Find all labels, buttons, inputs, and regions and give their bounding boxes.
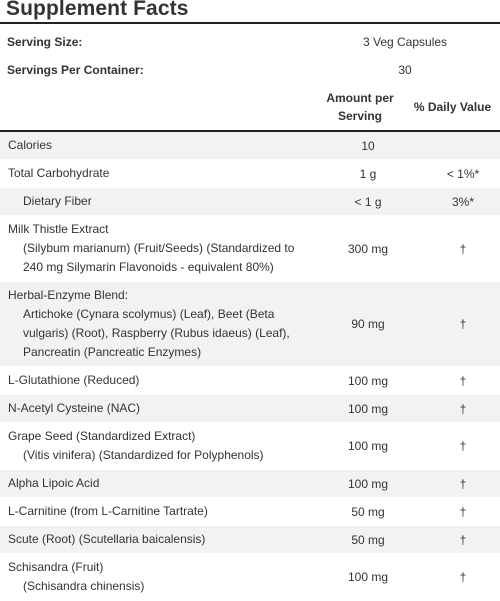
nutrient-daily-value: 3%* <box>418 187 500 216</box>
nutrient-name: Grape Seed (Standardized Extract) (Vitis … <box>0 422 318 470</box>
serving-size-value: 3 Veg Capsules <box>362 35 448 49</box>
daily-value-header: % Daily Value <box>413 100 492 114</box>
nutrient-name: Milk Thistle Extract (Silybum marianum) (… <box>0 215 318 282</box>
nutrient-amount: 100 mg <box>318 469 418 498</box>
nutrient-row: Milk Thistle Extract (Silybum marianum) (… <box>0 215 500 282</box>
nutrient-amount: 50 mg <box>318 525 418 554</box>
nutrient-daily-value: † <box>418 553 500 601</box>
nutrient-name-line: Alpha Lipoic Acid <box>8 476 100 490</box>
nutrient-detail-line: (Silybum marianum) (Fruit/Seeds) (Standa… <box>23 241 295 255</box>
nutrient-amount: 10 <box>318 132 418 160</box>
nutrient-daily-value: † <box>418 497 500 526</box>
nutrient-amount: 100 mg <box>318 366 418 395</box>
nutrient-name: Schisandra (Fruit) (Schisandra chinensis) <box>0 553 318 601</box>
nutrient-row: Dietary Fiber < 1 g 3%* <box>0 187 500 216</box>
column-headers: Amount per Serving % Daily Value <box>0 86 500 130</box>
nutrient-daily-value: † <box>418 525 500 554</box>
nutrient-name: Total Carbohydrate <box>0 159 318 188</box>
nutrient-daily-value: † <box>418 394 500 423</box>
nutrient-row: Grape Seed (Standardized Extract) (Vitis … <box>0 422 500 470</box>
nutrient-row: Schisandra (Fruit) (Schisandra chinensis)… <box>0 553 500 601</box>
nutrient-daily-value: † <box>418 422 500 470</box>
nutrient-name-line: Calories <box>8 138 53 152</box>
nutrient-table: Calories 10 Total Carbohydrate 1 g < 1%* Diet… <box>0 132 500 601</box>
amount-per-serving-header: Amount per Serving <box>326 91 394 123</box>
nutrient-detail-line: vulgaris) (Root), Raspberry (Rubus idaeu… <box>23 326 290 340</box>
nutrient-name: N-Acetyl Cysteine (NAC) <box>0 394 318 423</box>
servings-per-container-row: Servings Per Container: 30 <box>0 63 500 85</box>
servings-per-container-label: Servings Per Container: <box>7 63 144 77</box>
panel-title: Supplement Facts <box>6 0 189 20</box>
nutrient-amount: 100 mg <box>318 422 418 470</box>
title-rule <box>0 22 500 24</box>
nutrient-daily-value: † <box>418 215 500 282</box>
nutrient-amount: 50 mg <box>318 497 418 526</box>
nutrient-name-line: Scute (Root) (Scutellaria baicalensis) <box>8 532 206 546</box>
nutrient-daily-value: † <box>418 281 500 367</box>
nutrient-row: Calories 10 <box>0 132 500 160</box>
nutrient-name: Dietary Fiber <box>0 187 318 216</box>
nutrient-daily-value: † <box>418 366 500 395</box>
nutrient-detail-line: Pancreatin (Pancreatic Enzymes) <box>23 345 202 359</box>
nutrient-daily-value: < 1%* <box>418 159 500 188</box>
nutrient-name: Calories <box>0 132 318 160</box>
nutrient-name-line: Herbal-Enzyme Blend: <box>8 288 129 302</box>
nutrient-name-line: Milk Thistle Extract <box>8 222 109 236</box>
nutrient-detail-line: (Vitis vinifera) (Standardized for Polyp… <box>23 448 264 462</box>
header-rule <box>0 130 500 132</box>
nutrient-row: L-Glutathione (Reduced) 100 mg † <box>0 366 500 395</box>
nutrient-row: L-Carnitine (from L-Carnitine Tartrate) 5… <box>0 497 500 526</box>
serving-size-label: Serving Size: <box>7 35 83 49</box>
nutrient-row: Total Carbohydrate 1 g < 1%* <box>0 159 500 188</box>
nutrient-detail-line: 240 mg Silymarin Flavonoids - equivalent… <box>23 260 274 274</box>
nutrient-name-line: Schisandra (Fruit) <box>8 560 104 574</box>
nutrient-amount: < 1 g <box>318 187 418 216</box>
nutrient-row: Herbal-Enzyme Blend: Artichoke (Cynara sc… <box>0 281 500 367</box>
nutrient-amount: 100 mg <box>318 394 418 423</box>
servings-per-container-value: 30 <box>398 63 412 77</box>
nutrient-name: Herbal-Enzyme Blend: Artichoke (Cynara sc… <box>0 281 318 367</box>
nutrient-name-line: L-Carnitine (from L-Carnitine Tartrate) <box>8 504 208 518</box>
nutrient-daily-value <box>418 132 500 160</box>
nutrient-name: Alpha Lipoic Acid <box>0 469 318 498</box>
nutrient-row: N-Acetyl Cysteine (NAC) 100 mg † <box>0 394 500 423</box>
nutrient-name: Scute (Root) (Scutellaria baicalensis) <box>0 525 318 554</box>
nutrient-name-line: Dietary Fiber <box>23 194 92 208</box>
nutrient-row: Alpha Lipoic Acid 100 mg † <box>0 469 500 498</box>
nutrient-amount: 100 mg <box>318 553 418 601</box>
nutrient-name-line: Grape Seed (Standardized Extract) <box>8 429 196 443</box>
nutrient-rows: Calories 10 Total Carbohydrate 1 g < 1%* Diet… <box>0 132 500 601</box>
nutrient-amount: 90 mg <box>318 281 418 367</box>
nutrient-row: Scute (Root) (Scutellaria baicalensis) 50… <box>0 525 500 554</box>
nutrient-name: L-Carnitine (from L-Carnitine Tartrate) <box>0 497 318 526</box>
nutrient-detail-line: (Schisandra chinensis) <box>23 579 145 593</box>
nutrient-name: L-Glutathione (Reduced) <box>0 366 318 395</box>
nutrient-daily-value: † <box>418 469 500 498</box>
nutrient-amount: 1 g <box>318 159 418 188</box>
nutrient-name-line: L-Glutathione (Reduced) <box>8 373 140 387</box>
nutrient-name-line: N-Acetyl Cysteine (NAC) <box>8 401 141 415</box>
nutrient-detail-line: Artichoke (Cynara scolymus) (Leaf), Beet… <box>23 307 275 321</box>
nutrient-name-line: Total Carbohydrate <box>8 166 110 180</box>
nutrient-amount: 300 mg <box>318 215 418 282</box>
serving-size-row: Serving Size: 3 Veg Capsules <box>0 35 500 57</box>
